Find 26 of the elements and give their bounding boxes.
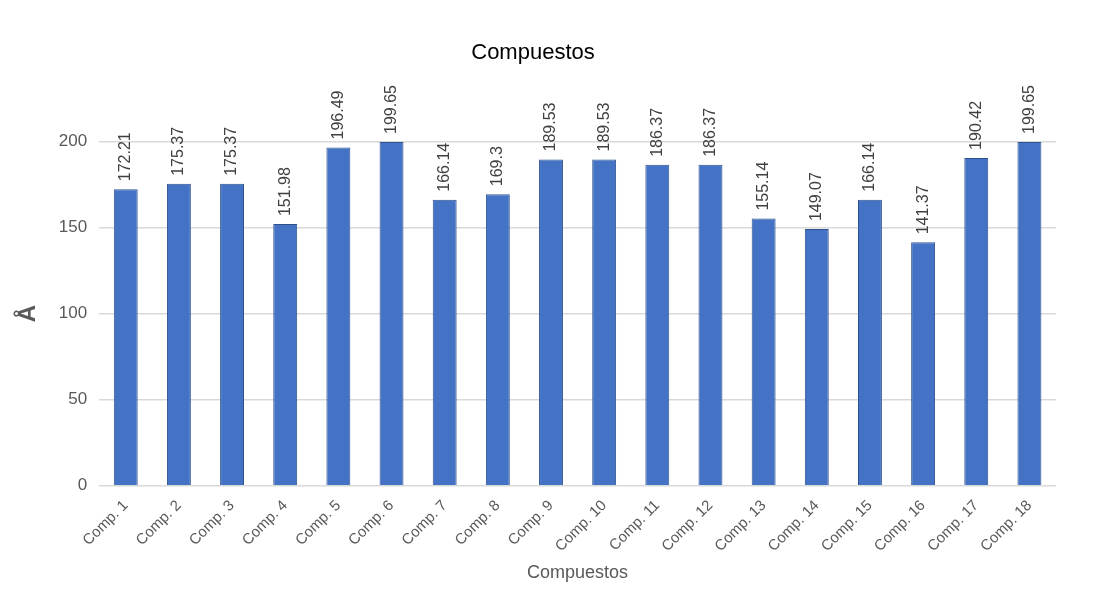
data-label: 175.37 (222, 126, 240, 176)
data-label: 172.21 (116, 132, 134, 182)
data-label: 166.14 (860, 142, 878, 192)
y-tick-label: 150 (58, 217, 88, 237)
data-label: 155.14 (754, 161, 772, 211)
data-label: 141.37 (913, 185, 931, 235)
data-label: 149.07 (807, 172, 825, 222)
y-axis-title: Å (13, 304, 41, 323)
x-axis-title: Compuestos (527, 562, 629, 583)
data-label: 151.98 (275, 167, 293, 217)
data-label: 199.65 (1019, 84, 1037, 134)
data-label: 175.37 (169, 126, 187, 176)
y-tick-label: 0 (77, 475, 88, 495)
data-label: 189.53 (541, 102, 559, 152)
data-label: 166.14 (435, 142, 453, 192)
data-label: 196.49 (328, 90, 346, 140)
data-label: 186.37 (700, 107, 718, 157)
y-tick-label: 200 (58, 131, 88, 151)
data-label: 190.42 (966, 100, 984, 150)
y-tick-label: 50 (68, 389, 88, 409)
data-label: 186.37 (647, 107, 665, 157)
data-label: 199.65 (381, 84, 399, 134)
data-label: 189.53 (594, 102, 612, 152)
data-label: 169.3 (488, 146, 506, 187)
chart-title: Compuestos (471, 39, 595, 65)
y-tick-label: 100 (58, 303, 88, 323)
